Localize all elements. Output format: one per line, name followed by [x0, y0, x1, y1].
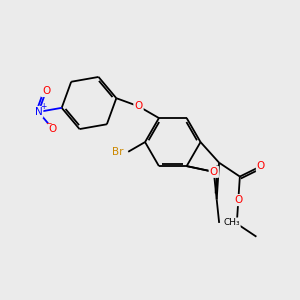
Text: O: O [210, 167, 218, 177]
Text: O: O [134, 101, 142, 111]
Text: CH₃: CH₃ [223, 218, 240, 227]
Text: −: − [46, 119, 52, 128]
Text: O: O [42, 86, 50, 96]
Text: +: + [40, 103, 46, 112]
Text: O: O [257, 161, 265, 171]
Text: N: N [34, 107, 42, 117]
Text: Br: Br [112, 147, 123, 157]
Text: O: O [234, 195, 242, 205]
Text: O: O [49, 124, 57, 134]
